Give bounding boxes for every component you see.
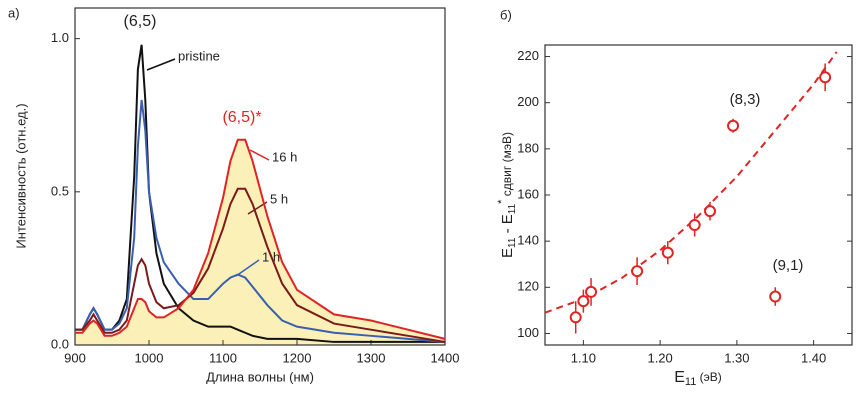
y-tick-label: 220	[517, 48, 539, 63]
y-tick-label: 1.0	[51, 30, 69, 45]
y-tick-label: 0.0	[51, 336, 69, 351]
annotation: (9,1)	[773, 257, 804, 274]
series-line	[75, 99, 446, 343]
panel-label: а)	[8, 5, 20, 20]
label-part: 11	[507, 237, 518, 248]
label-arrow	[249, 149, 270, 161]
data-point	[769, 290, 782, 303]
data-point	[577, 295, 590, 308]
label-part: 11	[685, 376, 696, 388]
annotation: (8,3)	[730, 91, 761, 108]
x-axis-label: E11 (эВ)	[674, 369, 722, 388]
y-tick-label: 0.5	[51, 183, 69, 198]
x-tick-label: 1.10	[571, 350, 596, 365]
y-tick-label: 140	[517, 233, 539, 248]
x-tick-label: 1100	[209, 350, 237, 365]
label-part: - E	[499, 214, 516, 237]
data-point	[631, 265, 644, 278]
y-tick-label: 100	[517, 325, 539, 340]
x-axis-label: Длина волны (нм)	[206, 369, 314, 384]
x-tick-label: 1.20	[647, 350, 672, 365]
label-part: E	[499, 248, 516, 258]
annotation: (6,5)	[124, 13, 157, 30]
series-label: 5 h	[270, 191, 288, 206]
data-point	[569, 311, 582, 324]
label-arrow	[146, 58, 176, 71]
x-tick-label: 1.40	[801, 350, 826, 365]
y-axis-label: Интенсивность (отн.ед.)	[13, 103, 28, 248]
label-part: (эВ)	[696, 370, 721, 384]
label-part: сдвиг (мэВ)	[500, 132, 514, 200]
x-tick-label: 1000	[135, 350, 164, 365]
data-point	[688, 219, 701, 231]
area-fill	[75, 139, 445, 345]
label-part: E	[674, 369, 685, 386]
data-point	[661, 246, 674, 259]
x-tick-label: 1300	[357, 350, 386, 365]
data-point	[585, 285, 598, 298]
x-tick-label: 1200	[283, 350, 312, 365]
label-arrow	[235, 259, 260, 277]
x-tick-label: 1400	[431, 350, 460, 365]
data-point	[704, 205, 717, 218]
label-part: *	[496, 199, 508, 204]
y-axis-label: E11 - E11* сдвиг (мэВ)	[496, 132, 518, 258]
y-tick-label: 200	[517, 94, 539, 109]
data-point	[727, 119, 740, 132]
series-line	[75, 138, 446, 340]
fit-line	[544, 51, 838, 314]
x-tick-label: 1.30	[724, 350, 749, 365]
y-tick-label: 120	[517, 279, 539, 294]
series-label: pristine	[178, 48, 220, 63]
data-point	[819, 71, 832, 84]
series-label: 16 h	[272, 149, 297, 164]
panel-label: б)	[500, 7, 512, 22]
x-tick-label: 900	[64, 350, 86, 365]
label-part: 11	[507, 203, 518, 214]
y-tick-label: 160	[517, 186, 539, 201]
annotation: (6,5)*	[222, 109, 261, 126]
series-line	[75, 187, 446, 343]
y-tick-label: 180	[517, 140, 539, 155]
plot-frame	[74, 7, 446, 346]
